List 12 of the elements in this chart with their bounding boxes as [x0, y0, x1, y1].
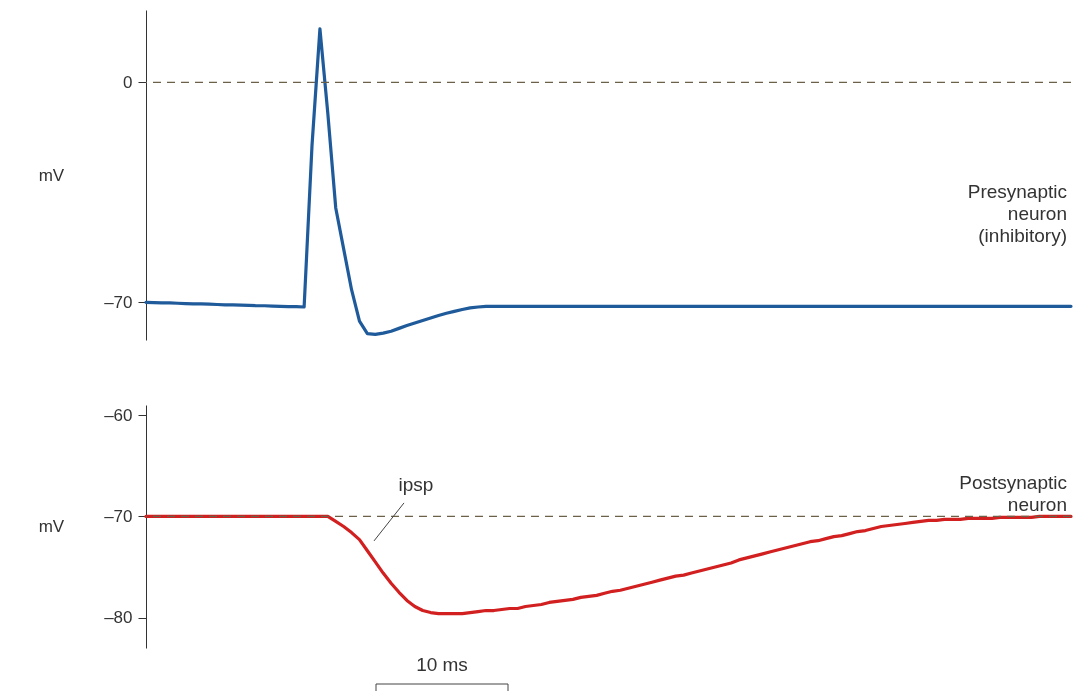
y-tick-label: –60: [104, 405, 133, 425]
annotation: Presynaptic neuron (inhibitory): [967, 180, 1067, 246]
y-tick-label: –80: [104, 608, 133, 628]
y-tick-label: –70: [104, 506, 133, 526]
annotation: Postsynaptic neuron: [959, 471, 1067, 515]
y-tick-label: –70: [104, 292, 133, 312]
annotation: ipsp: [398, 473, 434, 495]
y-tick-label: 0: [123, 72, 133, 92]
y-axis-title: mV: [38, 517, 65, 536]
line-series: [144, 27, 1073, 336]
y-axis-title: mV: [38, 165, 65, 185]
text: 10 ms: [416, 654, 468, 675]
